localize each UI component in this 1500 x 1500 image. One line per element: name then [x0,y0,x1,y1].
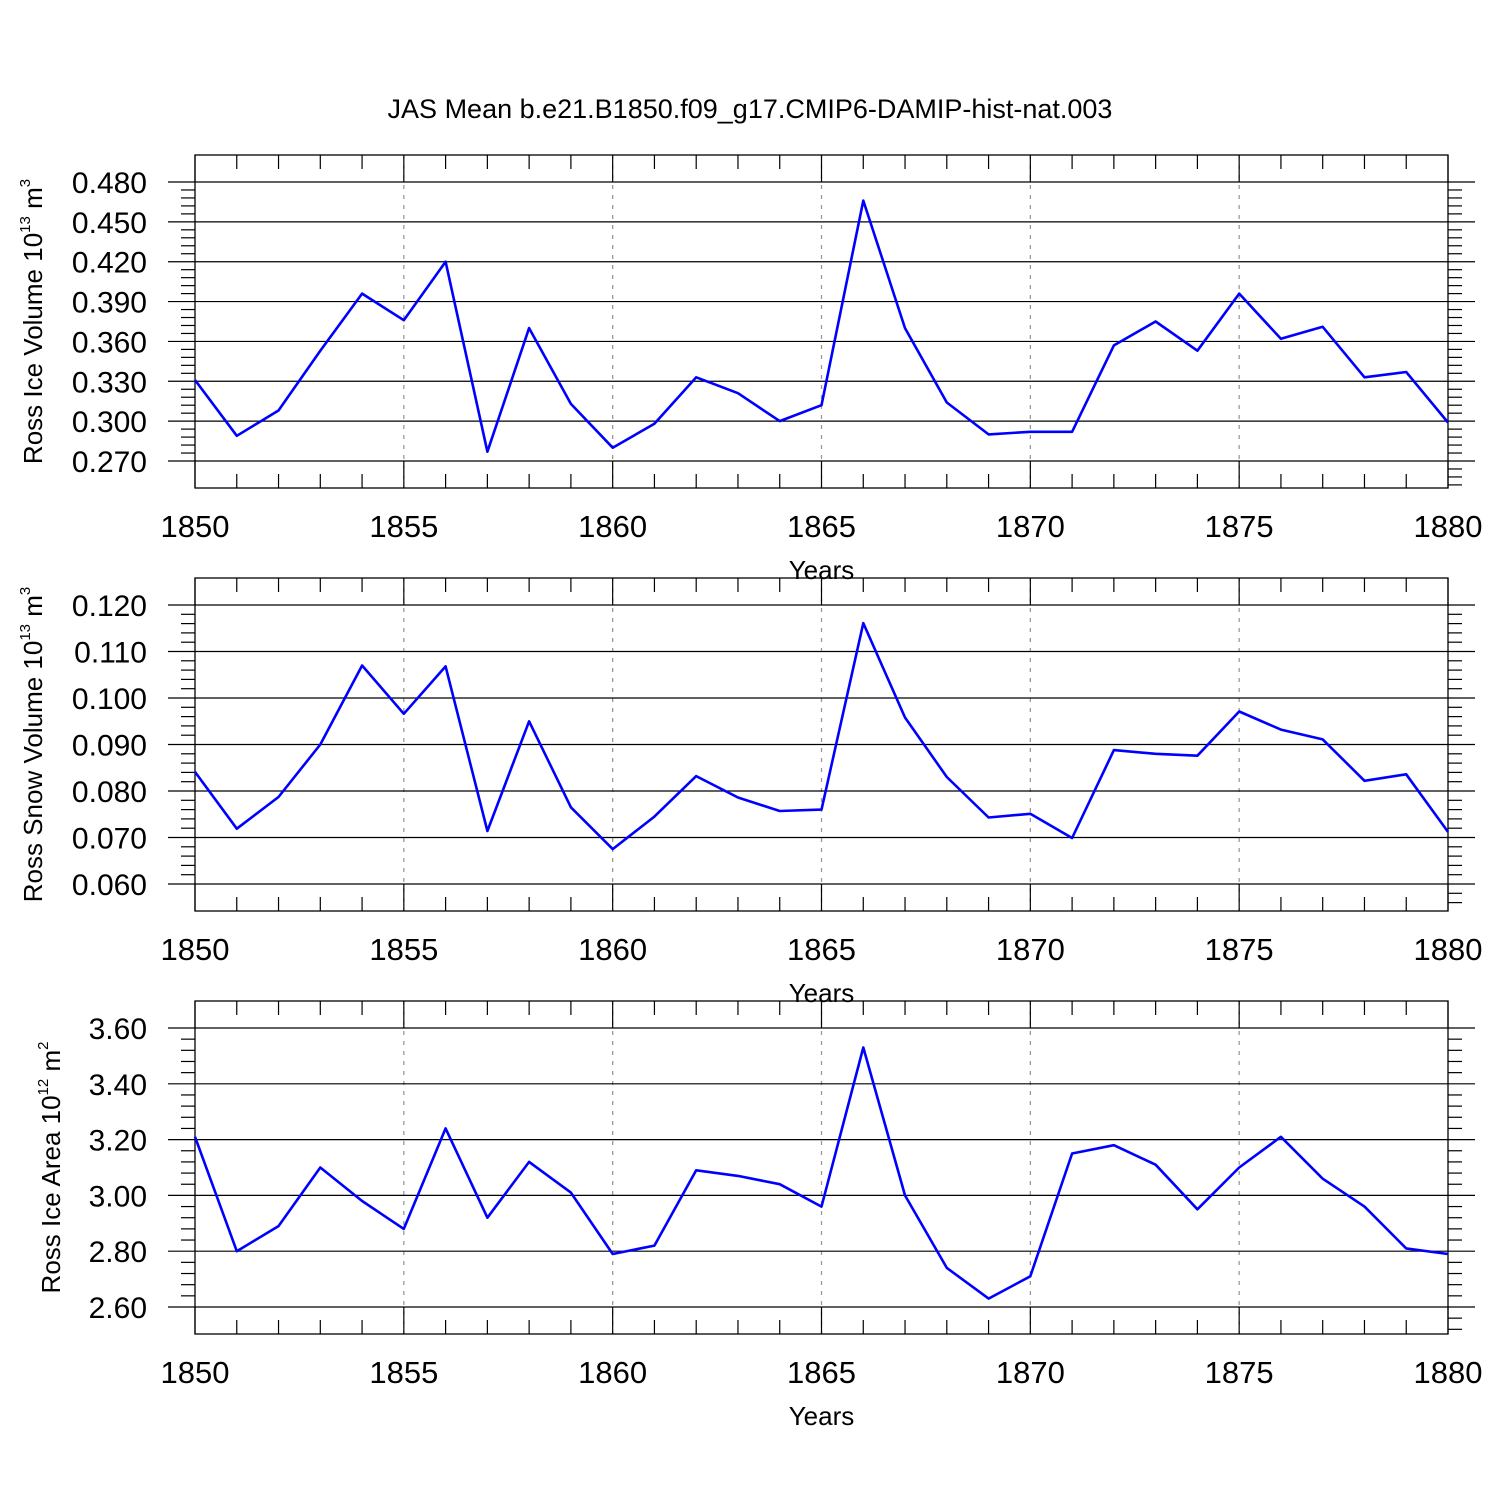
x-tick-label: 1855 [369,509,438,544]
x-axis-label: Years [789,1401,855,1431]
y-tick-label: 0.100 [72,683,147,716]
y-tick-label: 0.390 [72,287,147,320]
x-tick-label: 1875 [1205,1355,1274,1390]
y-axis-label-exponent: 12 [35,1079,52,1096]
x-tick-label: 1865 [787,1355,856,1390]
y-axis-label-unit: m [18,187,48,216]
y-axis-label-text: Ross Snow Volume 10 [18,641,48,903]
y-tick-label: 0.480 [72,167,147,200]
y-tick-label: 0.070 [72,823,147,856]
y-tick-label: 3.20 [89,1125,147,1158]
y-tick-label: 3.00 [89,1180,147,1213]
data-series-line [193,199,1450,454]
x-tick-label: 1865 [787,509,856,544]
y-tick-label: 0.420 [72,247,147,280]
y-axis-label-text: Ross Ice Area 10 [36,1095,66,1293]
x-tick-label: 1870 [996,1355,1065,1390]
x-tick-label: 1850 [161,509,230,544]
plot-frame [194,1000,1449,1335]
y-tick-label: 0.080 [72,776,147,809]
y-tick-label: 3.60 [89,1013,147,1046]
figure-title: JAS Mean b.e21.B1850.f09_g17.CMIP6-DAMIP… [388,94,1113,124]
y-axis-label-exponent: 13 [17,216,34,233]
y-tick-label: 0.330 [72,366,147,399]
y-tick-label: 3.40 [89,1069,147,1102]
panels: 0.270 0.300 0.330 0.360 0.390 0.420 0.450 0.480… [17,154,1483,1431]
y-axis-label-unit-exponent: 2 [35,1042,52,1050]
y-axis-label-text: Ross Ice Volume 10 [18,233,48,464]
x-tick-label: 1855 [369,1355,438,1390]
y-tick-label: 0.450 [72,207,147,240]
x-tick-label: 1860 [578,932,647,967]
y-axis-label: Ross Snow Volume 1013 m3 [17,587,48,903]
x-tick-label: 1875 [1205,932,1274,967]
y-tick-label: 0.060 [72,869,147,902]
y-axis-label-unit: m [18,595,48,624]
y-tick-label: 0.110 [74,637,147,670]
x-tick-label: 1870 [996,932,1065,967]
y-axis-label-unit-exponent: 3 [17,179,34,187]
y-tick-label: 0.090 [72,730,147,763]
x-tick-label: 1875 [1205,509,1274,544]
data-series-line [193,1046,1449,1300]
x-tick-label: 1865 [787,932,856,967]
chart-panel-1: 0.270 0.300 0.330 0.360 0.390 0.420 0.450 0.480… [17,154,1483,585]
chart-panel-2: 0.060 0.070 0.080 0.090 0.100 0.110 0.120 1850 1… [17,577,1483,1008]
y-axis-label-unit-exponent: 3 [17,587,34,595]
y-tick-label: 0.300 [72,406,147,439]
y-tick-label: 0.270 [72,446,147,479]
x-tick-label: 1850 [161,932,230,967]
x-tick-label: 1860 [578,509,647,544]
x-tick-label: 1880 [1414,1355,1483,1390]
y-tick-label: 2.60 [89,1292,147,1325]
y-axis-label: Ross Ice Volume 1013 m3 [17,179,48,464]
y-tick-label: 2.80 [89,1236,147,1269]
y-axis-label-unit: m [36,1050,66,1079]
chart-panel-3: 2.60 2.80 3.00 3.20 3.40 3.60 1850 1855 1860 1865… [35,1000,1483,1431]
y-tick-label: 0.360 [72,326,147,359]
x-tick-label: 1850 [161,1355,230,1390]
data-series-line [193,621,1450,851]
x-tick-label: 1860 [578,1355,647,1390]
plot-frame [194,577,1449,912]
y-tick-label: 0.120 [72,590,147,623]
x-tick-label: 1880 [1414,509,1483,544]
y-axis-label: Ross Ice Area 1012 m2 [35,1042,66,1294]
x-tick-label: 1880 [1414,932,1483,967]
y-axis-label-exponent: 13 [17,624,34,641]
x-tick-label: 1870 [996,509,1065,544]
x-tick-label: 1855 [369,932,438,967]
plot-frame [194,154,1449,489]
